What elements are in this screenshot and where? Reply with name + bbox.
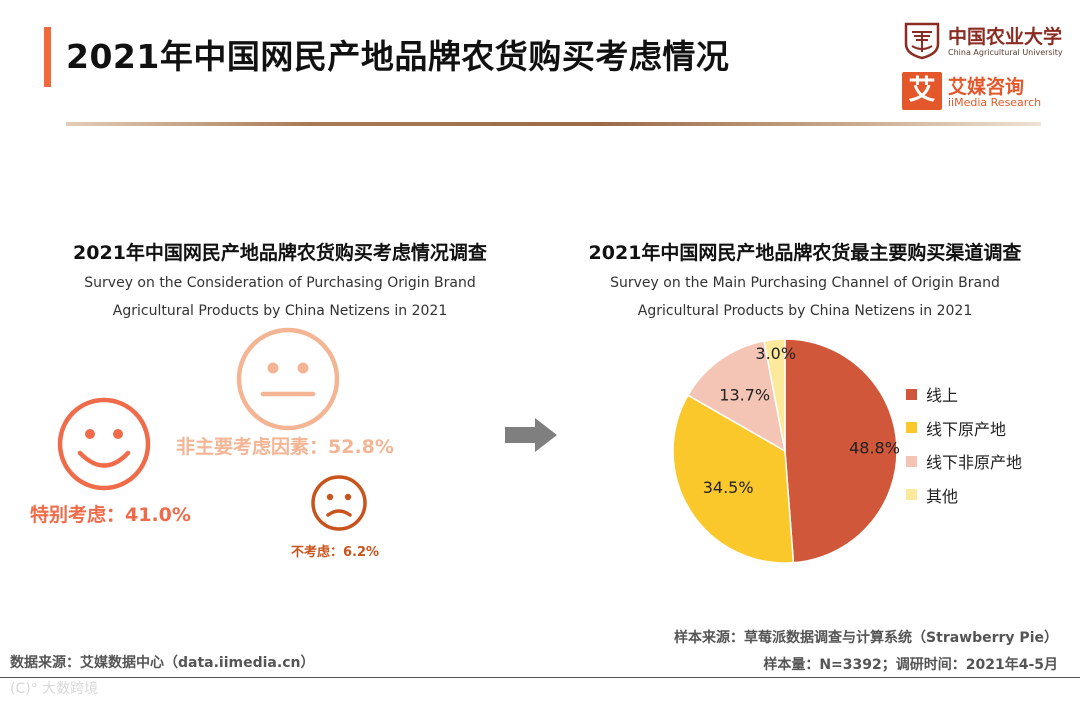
legend-label: 线下非原产地 bbox=[926, 453, 1023, 472]
university-emblem-icon bbox=[904, 22, 940, 60]
pie-chart: 48.8% 34.5% 13.7% 3.0% bbox=[672, 338, 900, 564]
right-arrow-icon bbox=[505, 418, 557, 452]
left-subtitle-line2: Agricultural Products by China Netizens … bbox=[112, 303, 448, 319]
right-chart-title: 2021年中国网民产地品牌农货最主要购买渠道调查 bbox=[588, 242, 1022, 264]
label-not-considered: 不考虑：6.2% bbox=[291, 545, 380, 560]
pie-label-offline-non-origin: 13.7% bbox=[719, 385, 770, 404]
cau-name-cn: 中国农业大学 bbox=[948, 26, 1063, 48]
page-title: 2021年中国网民产地品牌农货购买考虑情况 bbox=[66, 37, 730, 76]
pie-slice-other bbox=[763, 338, 786, 452]
smiley-face-icon bbox=[57, 397, 151, 491]
cau-logo: 中国农业大学 China Agricultural University bbox=[902, 20, 1063, 64]
right-chart-subtitle: Survey on the Main Purchasing Channel of… bbox=[545, 269, 1065, 325]
legend-swatch bbox=[906, 388, 917, 400]
label-neutral: 非主要考虑因素：52.8% bbox=[176, 436, 394, 458]
pie-label-online: 48.8% bbox=[849, 439, 900, 458]
legend-swatch bbox=[906, 422, 917, 433]
legend-item-online: 线上 bbox=[906, 383, 1022, 405]
right-subtitle-line1: Survey on the Main Purchasing Channel of… bbox=[610, 275, 1000, 291]
title-accent-bar bbox=[44, 27, 51, 87]
legend-label: 线下原产地 bbox=[926, 419, 1007, 439]
pie-legend: 线上 线下原产地 线下非原产地 其他 bbox=[906, 383, 1022, 517]
watermark: (C)° 大数跨境 bbox=[10, 681, 99, 697]
legend-item-offline-non-origin: 线下非原产地 bbox=[906, 450, 1022, 472]
legend-label: 其他 bbox=[926, 486, 959, 506]
pie-label-other: 3.0% bbox=[755, 344, 796, 363]
pie-slice-offline-non-origin bbox=[686, 340, 787, 453]
sample-size: 样本量：N=3392；调研时间：2021年4-5月 bbox=[763, 657, 1058, 673]
left-chart-subtitle: Survey on the Consideration of Purchasin… bbox=[20, 269, 540, 325]
legend-item-offline-origin: 线下原产地 bbox=[906, 417, 1022, 439]
label-special-consideration: 特别考虑：41.0% bbox=[30, 504, 191, 526]
left-subtitle-line1: Survey on the Consideration of Purchasin… bbox=[84, 275, 476, 291]
left-chart-title: 2021年中国网民产地品牌农货购买考虑情况调查 bbox=[73, 242, 487, 264]
legend-item-other: 其他 bbox=[906, 484, 1022, 506]
pie-slice-offline-origin bbox=[672, 394, 795, 564]
imedia-name-en: iiMedia Research bbox=[948, 96, 1042, 109]
legend-swatch bbox=[906, 455, 917, 467]
footer-divider bbox=[0, 677, 1080, 678]
pie-label-offline-origin: 34.5% bbox=[703, 478, 754, 497]
cau-name-en: China Agricultural University bbox=[948, 48, 1063, 57]
imedia-mark: 艾 bbox=[902, 72, 942, 110]
sample-source: 样本来源：草莓派数据调查与计算系统（Strawberry Pie） bbox=[674, 630, 1058, 646]
legend-label: 线上 bbox=[926, 386, 959, 405]
header-divider bbox=[66, 122, 1041, 126]
imedia-name-cn: 艾媒咨询 bbox=[948, 76, 1025, 98]
legend-swatch bbox=[906, 489, 917, 500]
data-source: 数据来源：艾媒数据中心（data.iimedia.cn） bbox=[10, 655, 315, 671]
imedia-logo: 艾 艾媒咨询 iiMedia Research bbox=[902, 72, 1052, 114]
sad-face-icon bbox=[311, 475, 367, 531]
pie-slice-online bbox=[784, 338, 898, 564]
right-subtitle-line2: Agricultural Products by China Netizens … bbox=[637, 303, 973, 319]
neutral-face-icon bbox=[236, 327, 340, 431]
